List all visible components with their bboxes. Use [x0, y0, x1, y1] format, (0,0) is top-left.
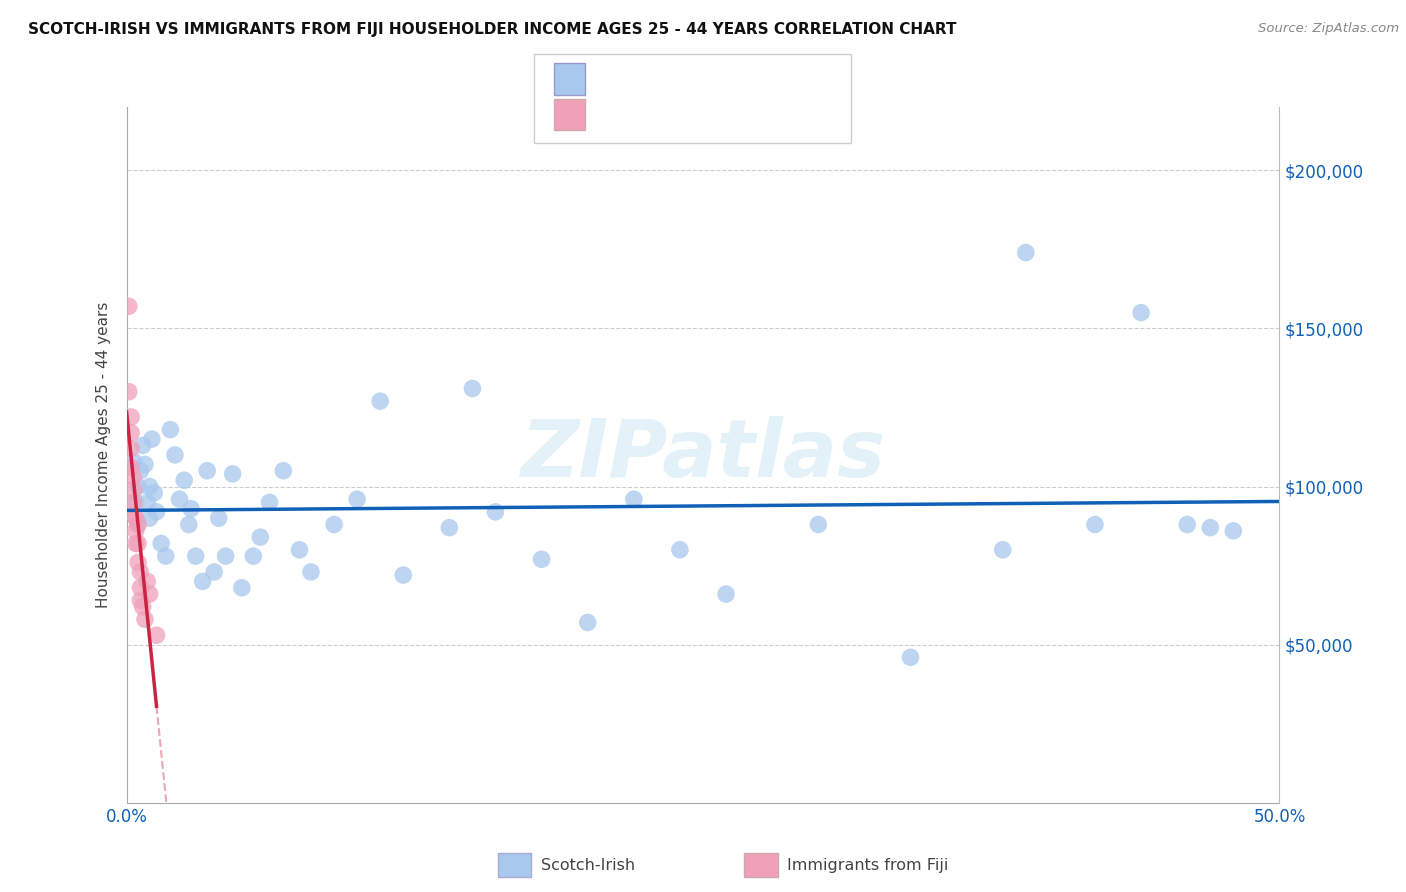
Point: [131, 599, 153, 614]
Point: [120, 425, 142, 440]
Point: [346, 492, 368, 507]
Point: [191, 574, 214, 589]
Point: [129, 581, 152, 595]
Point: [143, 486, 166, 500]
Point: [299, 565, 322, 579]
Point: [807, 517, 830, 532]
Point: [231, 581, 253, 595]
Point: [576, 615, 599, 630]
Point: [125, 524, 148, 538]
Point: [138, 587, 160, 601]
Point: [120, 409, 142, 424]
Point: [195, 464, 218, 478]
Point: [127, 517, 149, 532]
Point: [1175, 517, 1198, 532]
Point: [163, 448, 186, 462]
Point: [273, 464, 295, 478]
Text: Scotch-Irish: Scotch-Irish: [541, 858, 636, 872]
Text: Source: ZipAtlas.com: Source: ZipAtlas.com: [1258, 22, 1399, 36]
Text: SCOTCH-IRISH VS IMMIGRANTS FROM FIJI HOUSEHOLDER INCOME AGES 25 - 44 YEARS CORRE: SCOTCH-IRISH VS IMMIGRANTS FROM FIJI HOU…: [28, 22, 956, 37]
Point: [129, 593, 152, 607]
Point: [1130, 305, 1153, 319]
Point: [259, 495, 281, 509]
Point: [215, 549, 238, 563]
Text: ZIPatlas: ZIPatlas: [520, 416, 886, 494]
Point: [122, 508, 145, 522]
Point: [120, 442, 142, 456]
Point: [150, 536, 173, 550]
Point: [623, 492, 645, 507]
Point: [129, 565, 152, 579]
Point: [125, 495, 148, 509]
Point: [118, 299, 141, 313]
Point: [484, 505, 506, 519]
Point: [136, 574, 159, 589]
Point: [120, 460, 142, 475]
Point: [155, 549, 177, 563]
Point: [127, 536, 149, 550]
Point: [669, 542, 692, 557]
Text: R = -0.005   N = 56: R = -0.005 N = 56: [593, 71, 765, 86]
Point: [131, 438, 153, 452]
Point: [169, 492, 191, 507]
Point: [129, 464, 152, 478]
Point: [122, 483, 145, 497]
Point: [145, 505, 167, 519]
Point: [461, 382, 484, 396]
Point: [208, 511, 231, 525]
Point: [392, 568, 415, 582]
Point: [122, 495, 145, 509]
Y-axis label: Householder Income Ages 25 - 44 years: Householder Income Ages 25 - 44 years: [96, 301, 111, 608]
Point: [221, 467, 243, 481]
Point: [173, 473, 195, 487]
Point: [184, 549, 207, 563]
Point: [368, 394, 391, 409]
Point: [145, 628, 167, 642]
Point: [288, 542, 311, 557]
Point: [159, 423, 181, 437]
Point: [177, 517, 200, 532]
Point: [439, 521, 461, 535]
Point: [530, 552, 553, 566]
Point: [127, 556, 149, 570]
Point: [714, 587, 737, 601]
Point: [249, 530, 271, 544]
Point: [900, 650, 922, 665]
Point: [242, 549, 264, 563]
Point: [127, 517, 149, 532]
Point: [122, 470, 145, 484]
Point: [1084, 517, 1107, 532]
Point: [134, 612, 156, 626]
Point: [1015, 245, 1038, 260]
Point: [122, 454, 145, 468]
Point: [134, 458, 156, 472]
Point: [141, 432, 163, 446]
Text: R = -0.568   N = 24: R = -0.568 N = 24: [593, 107, 765, 121]
Point: [1199, 521, 1222, 535]
Point: [1222, 524, 1244, 538]
Point: [991, 542, 1014, 557]
Point: [125, 511, 148, 525]
Point: [136, 495, 159, 509]
Point: [125, 536, 148, 550]
Text: Immigrants from Fiji: Immigrants from Fiji: [787, 858, 949, 872]
Point: [180, 501, 202, 516]
Point: [323, 517, 346, 532]
Point: [118, 384, 141, 399]
Point: [138, 479, 160, 493]
Point: [138, 511, 160, 525]
Point: [202, 565, 225, 579]
Point: [127, 479, 149, 493]
